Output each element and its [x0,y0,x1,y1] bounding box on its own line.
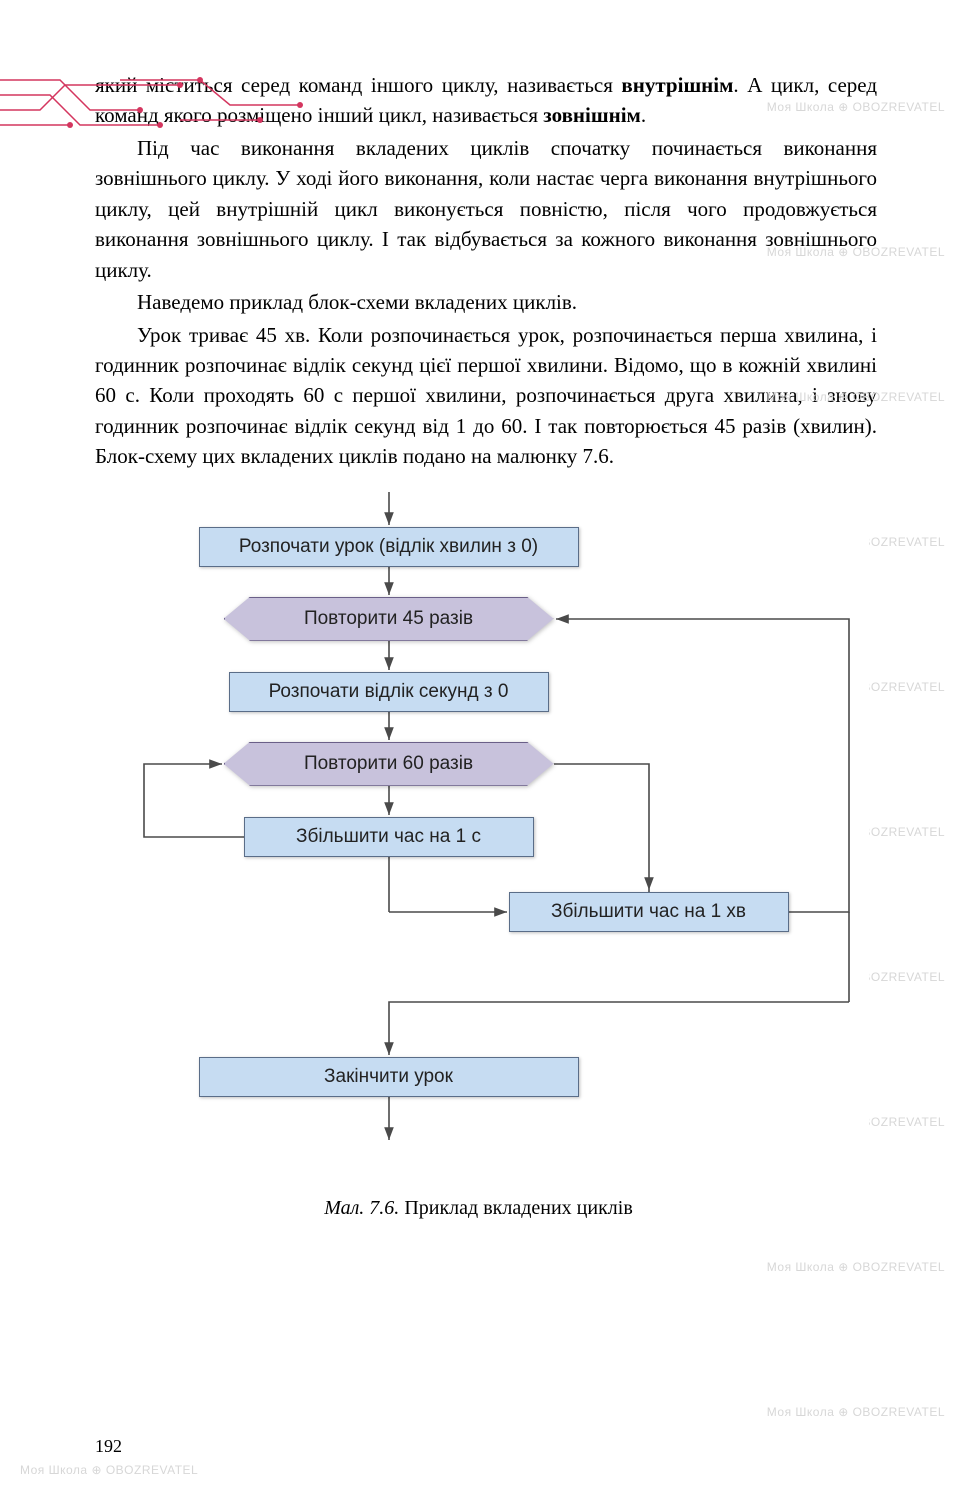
flowchart-node-inc-second: Збільшити час на 1 с [244,817,534,857]
watermark: Моя Школа ⊕ OBOZREVATEL [767,390,945,404]
circuit-decoration-icon [0,70,350,140]
p1-bold-2: зовнішнім [543,103,641,127]
node-label: Збільшити час на 1 хв [551,901,746,923]
flowchart-node-inner-loop: Повторити 60 разів [224,742,554,786]
watermark: Моя Школа ⊕ OBOZREVATEL [20,1463,198,1477]
p1-text-e: . [641,103,646,127]
p2: Під час виконання вкладених циклів споча… [95,133,877,285]
node-label: Повторити 60 разів [304,753,473,775]
watermark: Моя Школа ⊕ OBOZREVATEL [767,245,945,259]
caption-text: Приклад вкладених циклів [399,1197,632,1219]
node-label: Повторити 45 разів [304,608,473,630]
p3: Наведемо приклад блок-схеми вкладених ци… [95,287,877,317]
caption-ref: Мал. 7.6. [324,1197,399,1219]
flowchart-node-start: Розпочати урок (відлік хвилин з 0) [199,527,579,567]
figure-caption: Мал. 7.6. Приклад вкладених циклів [0,1197,957,1220]
node-label: Закінчити урок [324,1066,453,1088]
node-label: Збільшити час на 1 с [296,826,481,848]
node-label: Розпочати відлік секунд з 0 [269,681,509,703]
flowchart-node-outer-loop: Повторити 45 разів [224,597,554,641]
flowchart: Розпочати урок (відлік хвилин з 0) Повто… [89,492,869,1192]
flowchart-node-inc-minute: Збільшити час на 1 хв [509,892,789,932]
watermark: Моя Школа ⊕ OBOZREVATEL [767,1260,945,1274]
node-label: Розпочати урок (відлік хвилин з 0) [239,536,538,558]
page-number: 192 [95,1436,122,1457]
flowchart-node-end: Закінчити урок [199,1057,579,1097]
flowchart-node-reset-seconds: Розпочати відлік секунд з 0 [229,672,549,712]
p4: Урок триває 45 хв. Коли розпочинається у… [95,320,877,472]
page: Моя Школа ⊕ OBOZREVATEL Моя Школа ⊕ OBOZ… [0,70,957,1487]
p1-bold-1: внутрішнім [621,73,733,97]
watermark: Моя Школа ⊕ OBOZREVATEL [767,100,945,114]
